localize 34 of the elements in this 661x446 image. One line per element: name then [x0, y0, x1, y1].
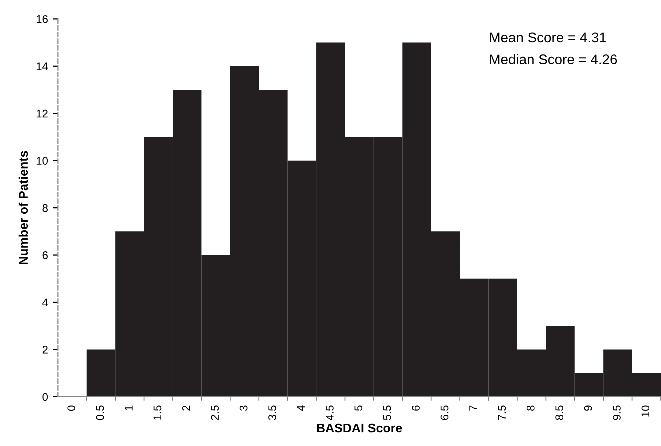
x-tick-label: 6 [412, 406, 420, 411]
x-tick-label: 7.5 [498, 406, 506, 420]
x-tick-label: 7 [470, 406, 478, 411]
y-tick-label: 6 [42, 252, 48, 260]
annotation: Mean Score = 4.31 [490, 32, 606, 43]
x-tick-label: 9.5 [613, 406, 621, 420]
x-tick-label: 8 [526, 406, 535, 411]
x-tick-label: 8.5 [556, 406, 564, 420]
x-tick-label: 5 [354, 406, 363, 412]
x-tick-label: 1 [125, 406, 133, 411]
y-tick-label: 0 [42, 393, 48, 402]
y-tick-label: 16 [36, 15, 48, 24]
x-tick-label: 3 [240, 406, 248, 412]
x-tick-label: 5.5 [384, 406, 392, 420]
x-tick-label: 0.5 [96, 406, 104, 420]
x-tick-label: 3.5 [268, 406, 276, 420]
x-tick-label: 10 [642, 406, 650, 417]
y-axis-title: Number of Patients [18, 151, 28, 265]
x-tick-label: 0 [68, 406, 76, 412]
y-tick-label: 2 [42, 346, 48, 354]
y-tick-label: 10 [36, 157, 48, 165]
x-tick-label: 2.5 [211, 406, 220, 420]
x-tick-label: 9 [584, 406, 592, 411]
y-tick-label: 14 [36, 62, 48, 70]
x-tick-label: 2 [182, 406, 190, 411]
x-tick-label: 6.5 [440, 406, 449, 420]
y-tick-label: 4 [42, 298, 48, 307]
x-tick-label: 1.5 [154, 406, 162, 420]
annotation: Median Score = 4.26 [490, 54, 618, 65]
x-tick-label: 4 [297, 406, 306, 412]
x-axis-title: BASDAI Score [317, 424, 402, 433]
x-tick-label: 4.5 [326, 406, 334, 420]
y-tick-label: 12 [36, 110, 48, 118]
y-tick-label: 8 [42, 204, 48, 212]
